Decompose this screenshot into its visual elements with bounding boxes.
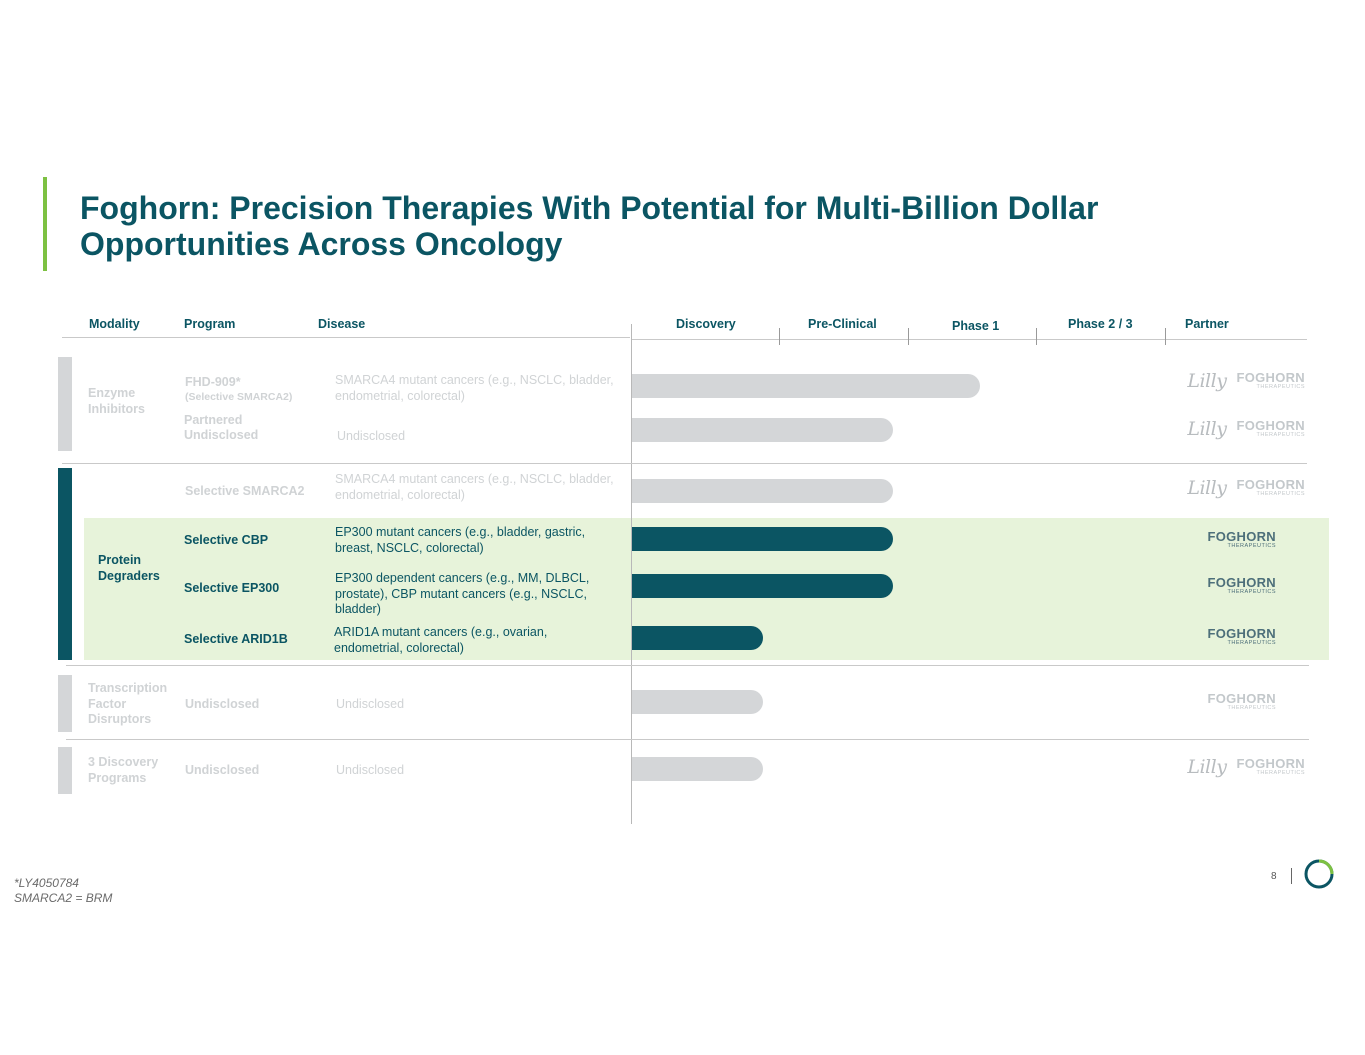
program-partnered-undisclosed: Partnered Undisclosed [184,413,259,442]
foghorn-ring-icon [1304,859,1334,889]
header-rule-right [632,339,1307,340]
foghorn-logo: FOGHORN THERAPEUTICS [1207,575,1276,596]
modality-transcription-factor-disruptors: Transcription Factor Disruptors [88,681,168,726]
disease-text: Undisclosed [336,763,405,777]
lilly-logo: Lilly [1187,477,1227,499]
modality-segment-tfd [58,675,72,732]
header-disease: Disease [318,317,366,331]
pipeline-bar [632,527,893,551]
footnote-line: SMARCA2 = BRM [14,891,113,905]
footnotes: *LY4050784 SMARCA2 = BRM [14,876,112,906]
header-preclinical: Pre-Clinical [808,317,877,331]
disease-text: Undisclosed [337,429,406,443]
header-modality: Modality [89,317,140,331]
lilly-logo: Lilly [1187,370,1227,392]
program-selective-ep300: Selective EP300 [184,581,280,595]
program-subtitle: (Selective SMARCA2) [185,391,293,403]
section-divider [66,739,1309,740]
partner-logos: FOGHORN THERAPEUTICS [1180,572,1276,600]
program-name: FHD-909* [185,375,241,389]
partner-logos: Lilly FOGHORN THERAPEUTICS [1180,367,1305,395]
footnote-line: *LY4050784 [14,876,79,890]
header-discovery: Discovery [676,317,736,331]
modality-segment-enzyme [58,357,72,451]
pipeline-bar [632,574,893,598]
header-program: Program [184,317,236,331]
program-fhd-909: FHD-909* (Selective SMARCA2) [185,375,292,405]
section-divider [62,463,1307,464]
disease-text: ARID1A mutant cancers (e.g., ovarian, en… [334,625,548,655]
pipeline-bar [632,374,980,398]
foghorn-logo: FOGHORN THERAPEUTICS [1207,691,1276,712]
program-undisclosed: Undisclosed [185,697,260,711]
partner-logos: FOGHORN THERAPEUTICS [1180,623,1276,651]
partner-logos: FOGHORN THERAPEUTICS [1180,688,1276,716]
disease-text: Undisclosed [336,697,405,711]
pipeline-bar [632,479,893,503]
lilly-logo: Lilly [1187,418,1227,440]
disease-text: SMARCA4 mutant cancers (e.g., NSCLC, bla… [335,373,614,403]
foghorn-logo: FOGHORN THERAPEUTICS [1207,626,1276,647]
header-phase23: Phase 2 / 3 [1068,317,1133,331]
header-partner: Partner [1185,317,1229,331]
program-selective-arid1b: Selective ARID1B [184,632,288,646]
program-undisclosed: Undisclosed [185,763,260,777]
header-phase1: Phase 1 [952,319,1000,333]
stage-tick [1165,328,1166,345]
pipeline-bar [632,626,763,650]
modality-discovery-programs: 3 Discovery Programs [88,755,159,785]
pipeline-axis [631,324,632,824]
pipeline-bar [632,757,763,781]
page-number-divider [1291,868,1292,884]
partner-logos: Lilly FOGHORN THERAPEUTICS [1180,474,1305,502]
foghorn-logo: FOGHORN THERAPEUTICS [1236,418,1305,439]
disease-text: EP300 mutant cancers (e.g., bladder, gas… [335,525,586,555]
disease-text: EP300 dependent cancers (e.g., MM, DLBCL… [335,571,590,616]
modality-protein-degraders: Protein Degraders [98,553,160,583]
stage-tick [779,328,780,345]
modality-segment-discovery [58,747,72,794]
partner-logos: Lilly FOGHORN THERAPEUTICS [1180,415,1305,443]
foghorn-logo: FOGHORN THERAPEUTICS [1236,370,1305,391]
title-accent-bar [43,177,47,271]
lilly-logo: Lilly [1187,756,1227,778]
pipeline-bar [632,690,763,714]
program-selective-cbp: Selective CBP [184,533,269,547]
program-selective-smarca2: Selective SMARCA2 [185,484,305,498]
pipeline-bar [632,418,893,442]
modality-enzyme-inhibitors: Enzyme Inhibitors [88,386,145,416]
section-divider [66,665,1309,666]
page-number: 8 [1271,871,1277,882]
partner-logos: Lilly FOGHORN THERAPEUTICS [1180,753,1305,781]
page-title: Foghorn: Precision Therapies With Potent… [80,190,1099,262]
modality-segment-degraders [58,468,72,660]
foghorn-logo: FOGHORN THERAPEUTICS [1236,756,1305,777]
stage-tick [1036,328,1037,345]
disease-text: SMARCA4 mutant cancers (e.g., NSCLC, bla… [335,472,614,502]
header-rule-left [62,337,630,338]
stage-tick [908,328,909,345]
partner-logos: FOGHORN THERAPEUTICS [1180,526,1276,554]
foghorn-logo: FOGHORN THERAPEUTICS [1207,529,1276,550]
foghorn-logo: FOGHORN THERAPEUTICS [1236,477,1305,498]
